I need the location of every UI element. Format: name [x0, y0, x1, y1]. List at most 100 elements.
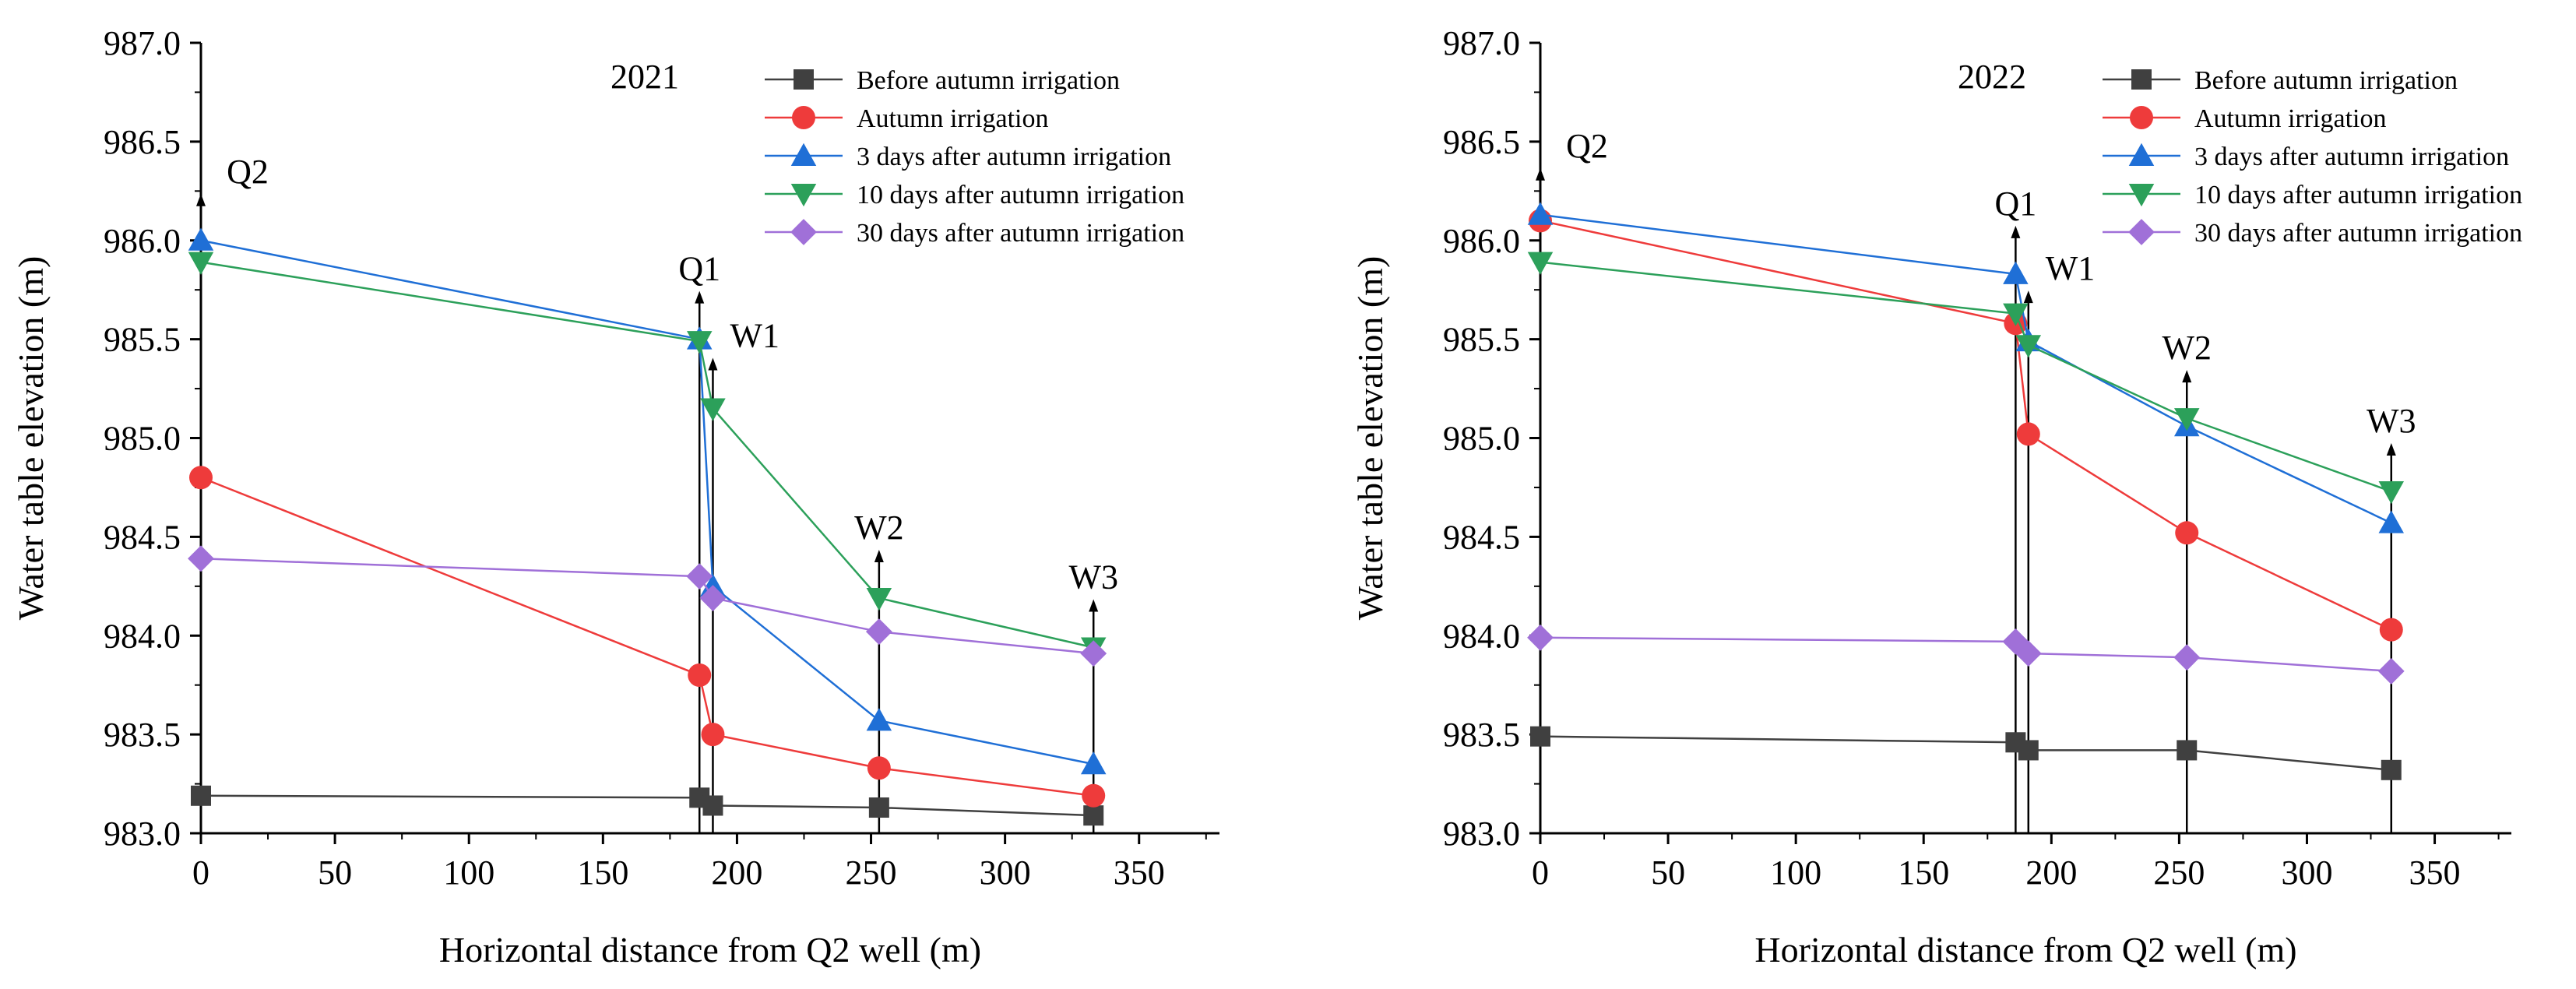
y-tick-label: 983.0 — [1443, 815, 1520, 853]
data-point-s3-p1 — [2003, 303, 2029, 326]
well-label-W3: W3 — [1068, 558, 1118, 596]
legend-marker-3 — [2128, 184, 2155, 207]
well-label-W2: W2 — [2162, 329, 2212, 367]
data-point-s2-p3 — [866, 708, 892, 731]
well-arrow-Q1 — [695, 290, 705, 304]
data-point-s3-p3 — [2173, 408, 2200, 431]
y-axis-label: Water table elevation (m) — [1350, 256, 1390, 621]
data-point-s0-p0 — [1530, 726, 1550, 747]
well-arrow-W3 — [1089, 599, 1099, 612]
data-point-s3-p1 — [686, 331, 713, 354]
well-arrow-Q1 — [2011, 225, 2021, 238]
data-point-s4-p0 — [188, 545, 214, 572]
x-tick-label: 300 — [980, 853, 1031, 892]
y-tick-label: 985.0 — [104, 420, 181, 458]
well-arrow-Q2 — [1536, 167, 1545, 181]
legend-label-2: 3 days after autumn irrigation — [857, 143, 1171, 171]
data-point-s1-p3 — [867, 756, 891, 780]
y-tick-label: 985.5 — [1443, 321, 1520, 359]
x-tick-label: 250 — [846, 853, 897, 892]
chart-panel-2021: 0 50 100 150 200 250 300 350 983.0 983.5 984.0 984.… — [11, 24, 1219, 970]
well-label-W3: W3 — [2367, 402, 2416, 440]
data-point-s1-p2 — [701, 723, 725, 747]
x-tick-label: 100 — [443, 853, 494, 892]
data-point-s3-p3 — [866, 588, 892, 611]
data-point-s4-p4 — [2377, 658, 2405, 685]
well-label-W1: W1 — [730, 316, 779, 354]
series-line-0 — [200, 794, 1094, 817]
legend-marker-0 — [794, 69, 814, 90]
legend-label-0: Before autumn irrigation — [857, 66, 1120, 95]
chart-title: 2022 — [1958, 58, 2026, 96]
data-point-s0-p2 — [2018, 740, 2039, 761]
data-point-s4-p0 — [1527, 624, 1554, 651]
chart-title: 2021 — [611, 58, 679, 96]
legend-marker-1 — [792, 106, 815, 129]
data-point-s4-p2 — [699, 585, 727, 611]
data-point-s4-p2 — [2015, 640, 2042, 667]
well-arrow-W2 — [874, 550, 884, 563]
x-tick-label: 350 — [1114, 853, 1165, 892]
data-point-s3-p4 — [2378, 481, 2405, 505]
well-arrow-Q2 — [196, 193, 206, 206]
series-line-1 — [1540, 220, 2392, 631]
y-tick-label: 985.0 — [1443, 420, 1520, 458]
y-tick-label: 983.5 — [1443, 716, 1520, 754]
y-tick-label: 984.5 — [1443, 518, 1520, 556]
legend-label-0: Before autumn irrigation — [2194, 66, 2458, 95]
data-point-s0-p2 — [702, 795, 723, 816]
x-tick-label: 200 — [2025, 853, 2077, 892]
legend-marker-2 — [790, 143, 817, 166]
data-point-s3-p2 — [2015, 335, 2042, 358]
y-tick-label: 985.5 — [104, 321, 181, 359]
legend-label-3: 10 days after autumn irrigation — [2194, 181, 2522, 209]
series-line-3 — [200, 261, 1094, 649]
legend-marker-1 — [2130, 106, 2153, 129]
y-axis-label: Water table elevation (m) — [11, 256, 51, 621]
legend-marker-3 — [790, 184, 817, 207]
x-tick-label: 50 — [1651, 853, 1685, 892]
data-point-s0-p3 — [868, 797, 889, 818]
legend-marker-2 — [2128, 143, 2155, 166]
series-line-0 — [1540, 735, 2391, 772]
data-point-s4-p4 — [1080, 640, 1107, 667]
y-tick-label: 984.0 — [1443, 617, 1520, 655]
x-tick-label: 50 — [318, 853, 352, 892]
y-tick-label: 987.0 — [1443, 24, 1520, 62]
data-point-s0-p0 — [191, 785, 211, 806]
well-label-Q1: Q1 — [1994, 185, 2036, 223]
legend-marker-4 — [790, 219, 817, 245]
legend-marker-0 — [2131, 69, 2152, 90]
well-arrow-W1 — [708, 357, 718, 371]
data-point-s4-p3 — [2173, 644, 2201, 671]
data-point-s3-p2 — [700, 398, 726, 421]
data-point-s4-p1 — [686, 563, 713, 590]
data-point-s2-p0 — [1527, 202, 1554, 225]
y-tick-label: 983.0 — [104, 815, 181, 853]
x-tick-label: 100 — [1770, 853, 1821, 892]
data-point-s1-p4 — [2379, 618, 2403, 642]
data-point-s1-p0 — [189, 466, 213, 490]
series-line-4 — [200, 558, 1094, 655]
legend-label-4: 30 days after autumn irrigation — [857, 219, 1184, 248]
data-point-s0-p4 — [1083, 805, 1104, 826]
data-point-s0-p3 — [2177, 740, 2198, 761]
data-point-s2-p1 — [2003, 261, 2029, 284]
well-arrow-W3 — [2386, 443, 2396, 456]
y-tick-label: 986.5 — [1443, 123, 1520, 161]
well-label-W1: W1 — [2046, 249, 2096, 287]
data-point-s1-p4 — [1082, 783, 1106, 808]
data-point-s2-p4 — [2378, 510, 2405, 533]
series-line-4 — [1540, 636, 2391, 673]
x-axis-label: Horizontal distance from Q2 well (m) — [1754, 930, 2296, 970]
data-point-s1-p2 — [2016, 422, 2040, 446]
legend-marker-4 — [2128, 219, 2155, 245]
y-tick-label: 986.0 — [104, 222, 181, 260]
x-tick-label: 0 — [192, 853, 209, 892]
x-tick-label: 150 — [1898, 853, 1949, 892]
x-tick-label: 200 — [711, 853, 762, 892]
series-line-2 — [1540, 213, 2392, 524]
x-axis-label: Horizontal distance from Q2 well (m) — [439, 930, 981, 970]
legend-label-3: 10 days after autumn irrigation — [857, 181, 1184, 209]
